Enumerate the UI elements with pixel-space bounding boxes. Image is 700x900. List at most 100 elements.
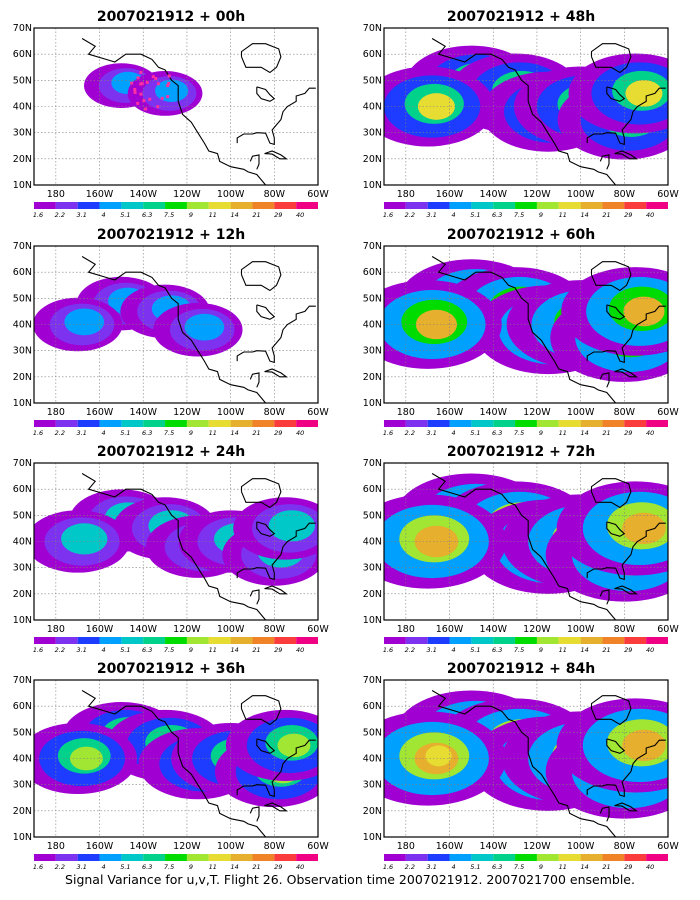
variance-field [34, 489, 318, 586]
coastline [614, 585, 639, 595]
coastline [586, 87, 666, 146]
y-tick-label: 50N [13, 510, 32, 521]
observation-point [148, 97, 152, 101]
x-tick-label: 120W [173, 189, 201, 200]
colorbar-swatch [384, 420, 406, 427]
colorbar-label: 3.1 [427, 646, 437, 654]
colorbar-swatch [449, 854, 472, 861]
coastline [81, 473, 268, 620]
y-tick-label: 20N [13, 806, 32, 817]
x-tick-label: 80W [614, 841, 636, 852]
colorbar-swatch [143, 202, 166, 209]
y-tick-label: 20N [363, 372, 382, 383]
colorbar-label: 14 [580, 429, 588, 437]
colorbar-swatch [77, 854, 100, 861]
colorbar-swatch [471, 854, 494, 861]
x-tick-label: 100W [567, 624, 595, 635]
coastline [240, 695, 282, 726]
colorbar-swatch [165, 420, 187, 427]
y-tick-label: 10N [13, 180, 32, 191]
colorbar-label: 1.6 [383, 211, 393, 219]
colorbar-swatch [274, 637, 297, 644]
colorbar-label: 3.1 [77, 429, 87, 437]
coastline [599, 372, 610, 388]
colorbar-label: 21 [602, 646, 610, 654]
colorbar-swatch [230, 854, 253, 861]
observation-point [160, 96, 164, 100]
grid-lines [34, 680, 318, 837]
colorbar-label: 2.2 [55, 211, 65, 219]
colorbar-swatch [646, 854, 668, 861]
variance-field [34, 276, 243, 357]
x-tick-label: 180 [47, 189, 65, 200]
colorbar-swatch [580, 420, 603, 427]
y-tick-label: 20N [363, 154, 382, 165]
colorbar-swatch [580, 202, 603, 209]
x-tick-label: 100W [217, 624, 245, 635]
coastline [431, 690, 618, 837]
coastline [81, 38, 268, 185]
coastlines [81, 473, 316, 620]
colorbar-label: 4 [451, 646, 455, 654]
observation-point [167, 74, 171, 78]
y-tick-label: 40N [13, 102, 32, 113]
colorbar-swatch [274, 202, 297, 209]
colorbar-label: 1.6 [33, 211, 43, 219]
panel-title: 2007021912 + 24h [96, 444, 246, 460]
y-tick-label: 30N [363, 780, 382, 791]
y-tick-label: 70N [363, 675, 382, 686]
variance-field [34, 702, 318, 808]
panel-title: 2007021912 + 48h [446, 9, 596, 25]
variance-map: 10N 20N 30N 40N 50N 60N 70N 180 160W 140W 120W 100W… [13, 23, 330, 219]
x-tick-label: 160W [436, 841, 464, 852]
colorbar-swatch [449, 420, 472, 427]
coastlines [431, 473, 666, 620]
colorbar-swatch [208, 202, 231, 209]
coastline [236, 87, 316, 146]
coastline [81, 256, 268, 403]
colorbar-label: 6.3 [492, 211, 502, 219]
colorbar-swatch [580, 637, 603, 644]
coastline [614, 368, 639, 378]
map-frame [33, 679, 319, 838]
y-tick-label: 50N [13, 727, 32, 738]
x-tick-label: 60W [307, 407, 329, 418]
colorbar-swatch [143, 420, 166, 427]
field-contour [277, 733, 311, 758]
x-tick-label: 140W [129, 841, 157, 852]
colorbar-swatch [558, 202, 581, 209]
colorbar-label: 9 [189, 211, 193, 219]
colorbar-swatch [602, 202, 625, 209]
colorbar-swatch [493, 854, 516, 861]
colorbar-label: 11 [559, 863, 567, 871]
variance-map: 10N 20N 30N 40N 50N 60N 70N 180 160W 140W 120W 100W… [363, 241, 680, 437]
coastline [614, 150, 639, 160]
y-tick-label: 60N [363, 484, 382, 495]
observation-point [156, 105, 160, 109]
coastline [249, 806, 260, 822]
y-tick-label: 40N [13, 537, 32, 548]
map-frame [383, 245, 669, 404]
colorbar-label: 21 [602, 211, 610, 219]
coastline [264, 150, 289, 160]
colorbar-label: 40 [646, 429, 654, 437]
map-panel: 2007021912 + 12h 10N 20N 30N 40N 50N 60N 70N 180… [12, 226, 330, 441]
coastline [590, 43, 632, 74]
x-tick-label: 160W [86, 841, 114, 852]
field-contour [155, 79, 189, 102]
coastline [256, 304, 276, 320]
map-panel: 2007021912 + 72h 10N 20N 30N 40N 50N 60N 70N 180… [362, 443, 680, 658]
colorbar-label: 29 [274, 863, 282, 871]
observation-point [145, 80, 149, 84]
coastline [606, 86, 626, 102]
colorbar-swatch [558, 420, 581, 427]
colorbar-label: 3.1 [77, 211, 87, 219]
colorbar-swatch [427, 202, 450, 209]
colorbar-label: 14 [230, 211, 238, 219]
colorbar-label: 5.1 [120, 429, 130, 437]
x-tick-label: 80W [614, 407, 636, 418]
map-frame [33, 27, 319, 186]
colorbar-swatch [536, 202, 559, 209]
colorbar-swatch [536, 637, 559, 644]
x-tick-label: 160W [436, 189, 464, 200]
